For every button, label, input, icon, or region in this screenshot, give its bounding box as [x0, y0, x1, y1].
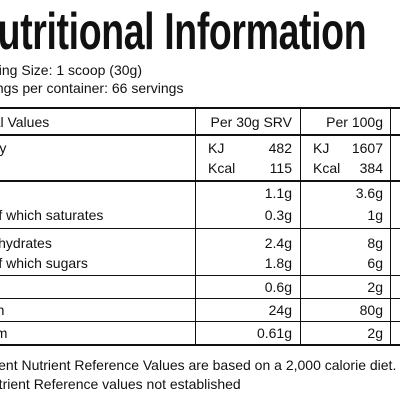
serving-size: Serving Size: 1 scoop (30g) [0, 62, 142, 78]
value: 3.6g [355, 185, 383, 201]
header-rule [0, 134, 400, 136]
value: 0.6g [264, 279, 292, 295]
value: 1g [367, 207, 383, 223]
title: Nutritional Information [0, 3, 367, 61]
column-rule [390, 108, 391, 345]
row-label: - of which sugars [0, 255, 88, 271]
header-cell: Per 100g [326, 114, 383, 130]
footnote: ** Nutrient Reference values not establi… [0, 376, 241, 392]
value: 1.1g [264, 185, 292, 201]
row-label: Sodium [0, 325, 8, 341]
value: 24g [268, 302, 292, 318]
row-rule [0, 275, 400, 276]
value: 6g [367, 255, 383, 271]
table-top-rule [0, 107, 400, 109]
value: 2.4g [264, 235, 292, 251]
unit: KJ [208, 140, 225, 156]
value: 1607 [351, 140, 383, 156]
value: 482 [268, 140, 292, 156]
row-label: Protein [0, 302, 5, 318]
footnote: * Percent Nutrient Reference Values are … [0, 357, 397, 373]
column-rule [195, 108, 196, 345]
row-label: - of which saturates [0, 207, 104, 223]
unit: Kcal [313, 160, 341, 176]
value: 0.3g [264, 207, 292, 223]
value: 2g [367, 325, 383, 341]
value: 1.8g [264, 255, 292, 271]
column-rule [300, 108, 301, 345]
value: 80g [359, 302, 383, 318]
row-label: Carbohydrates [0, 235, 52, 251]
servings-per-container: Servings per container: 66 servings [0, 80, 184, 96]
row-rule [0, 228, 400, 229]
row-rule [0, 180, 400, 182]
value: 8g [367, 235, 383, 251]
row-label: Energy [0, 140, 7, 156]
value: 0.61g [256, 325, 292, 341]
unit: KJ [313, 140, 330, 156]
table-bottom-rule [0, 344, 400, 346]
unit: Kcal [208, 160, 236, 176]
value: 384 [359, 160, 383, 176]
row-rule [0, 298, 400, 299]
row-rule [0, 321, 400, 322]
header-cell: Typical Values [0, 114, 50, 130]
value: 2g [367, 279, 383, 295]
header-cell: Per 30g SRV [210, 114, 292, 130]
value: 115 [269, 160, 292, 176]
